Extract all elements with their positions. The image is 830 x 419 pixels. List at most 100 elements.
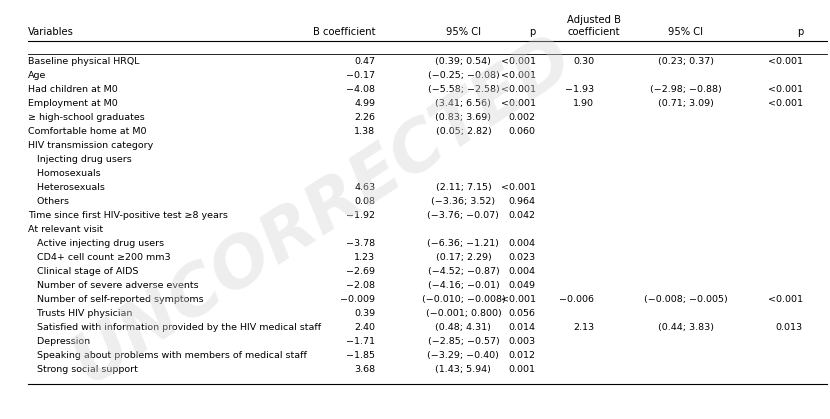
Text: Had children at M0: Had children at M0 bbox=[27, 85, 117, 94]
Text: 0.060: 0.060 bbox=[509, 127, 535, 136]
Text: Employment at M0: Employment at M0 bbox=[27, 99, 117, 108]
Text: Active injecting drug users: Active injecting drug users bbox=[27, 239, 164, 248]
Text: 1.90: 1.90 bbox=[574, 99, 594, 108]
Text: (3.41; 6.56): (3.41; 6.56) bbox=[436, 99, 491, 108]
Text: <0.001: <0.001 bbox=[768, 295, 803, 304]
Text: −1.92: −1.92 bbox=[346, 211, 375, 220]
Text: (0.17; 2.29): (0.17; 2.29) bbox=[436, 253, 491, 262]
Text: Comfortable home at M0: Comfortable home at M0 bbox=[27, 127, 146, 136]
Text: UNCORRECTED: UNCORRECTED bbox=[61, 23, 586, 397]
Text: (0.23; 0.37): (0.23; 0.37) bbox=[657, 57, 714, 66]
Text: 2.13: 2.13 bbox=[574, 323, 594, 332]
Text: (0.39; 0.54): (0.39; 0.54) bbox=[436, 57, 491, 66]
Text: −1.85: −1.85 bbox=[346, 351, 375, 360]
Text: 0.47: 0.47 bbox=[354, 57, 375, 66]
Text: 0.049: 0.049 bbox=[509, 281, 535, 290]
Text: <0.001: <0.001 bbox=[768, 99, 803, 108]
Text: 0.39: 0.39 bbox=[354, 309, 375, 318]
Text: <0.001: <0.001 bbox=[500, 71, 535, 80]
Text: Injecting drug users: Injecting drug users bbox=[27, 155, 131, 164]
Text: (1.43; 5.94): (1.43; 5.94) bbox=[436, 365, 491, 374]
Text: 0.012: 0.012 bbox=[509, 351, 535, 360]
Text: (−3.76; −0.07): (−3.76; −0.07) bbox=[427, 211, 500, 220]
Text: (0.05; 2.82): (0.05; 2.82) bbox=[436, 127, 491, 136]
Text: (−5.58; −2.58): (−5.58; −2.58) bbox=[427, 85, 500, 94]
Text: 1.23: 1.23 bbox=[354, 253, 375, 262]
Text: (2.11; 7.15): (2.11; 7.15) bbox=[436, 183, 491, 192]
Text: Depression: Depression bbox=[27, 337, 90, 346]
Text: 0.056: 0.056 bbox=[509, 309, 535, 318]
Text: Speaking about problems with members of medical staff: Speaking about problems with members of … bbox=[27, 351, 306, 360]
Text: 4.63: 4.63 bbox=[354, 183, 375, 192]
Text: 1.38: 1.38 bbox=[354, 127, 375, 136]
Text: p: p bbox=[797, 27, 803, 37]
Text: 0.001: 0.001 bbox=[509, 365, 535, 374]
Text: Clinical stage of AIDS: Clinical stage of AIDS bbox=[27, 267, 138, 276]
Text: 2.26: 2.26 bbox=[354, 113, 375, 122]
Text: 95% CI: 95% CI bbox=[668, 27, 703, 37]
Text: <0.001: <0.001 bbox=[768, 85, 803, 94]
Text: −2.69: −2.69 bbox=[346, 267, 375, 276]
Text: (−6.36; −1.21): (−6.36; −1.21) bbox=[427, 239, 500, 248]
Text: <0.001: <0.001 bbox=[768, 57, 803, 66]
Text: (−0.008; −0.005): (−0.008; −0.005) bbox=[644, 295, 728, 304]
Text: (−4.16; −0.01): (−4.16; −0.01) bbox=[427, 281, 500, 290]
Text: 2.40: 2.40 bbox=[354, 323, 375, 332]
Text: −2.08: −2.08 bbox=[346, 281, 375, 290]
Text: coefficient: coefficient bbox=[568, 27, 621, 37]
Text: 0.042: 0.042 bbox=[509, 211, 535, 220]
Text: (−2.98; −0.88): (−2.98; −0.88) bbox=[650, 85, 721, 94]
Text: −0.006: −0.006 bbox=[559, 295, 594, 304]
Text: (−2.85; −0.57): (−2.85; −0.57) bbox=[427, 337, 500, 346]
Text: At relevant visit: At relevant visit bbox=[27, 225, 103, 234]
Text: 0.964: 0.964 bbox=[509, 197, 535, 206]
Text: −1.71: −1.71 bbox=[346, 337, 375, 346]
Text: (−4.52; −0.87): (−4.52; −0.87) bbox=[427, 267, 500, 276]
Text: Others: Others bbox=[27, 197, 69, 206]
Text: (−3.29; −0.40): (−3.29; −0.40) bbox=[427, 351, 500, 360]
Text: Time since first HIV-positive test ≥8 years: Time since first HIV-positive test ≥8 ye… bbox=[27, 211, 227, 220]
Text: CD4+ cell count ≥200 mm3: CD4+ cell count ≥200 mm3 bbox=[27, 253, 170, 262]
Text: Number of self-reported symptoms: Number of self-reported symptoms bbox=[27, 295, 203, 304]
Text: <0.001: <0.001 bbox=[500, 183, 535, 192]
Text: −3.78: −3.78 bbox=[346, 239, 375, 248]
Text: p: p bbox=[530, 27, 535, 37]
Text: (−0.010; −0.008): (−0.010; −0.008) bbox=[422, 295, 505, 304]
Text: Homosexuals: Homosexuals bbox=[27, 169, 100, 178]
Text: <0.001: <0.001 bbox=[500, 99, 535, 108]
Text: −1.93: −1.93 bbox=[565, 85, 594, 94]
Text: HIV transmission category: HIV transmission category bbox=[27, 141, 153, 150]
Text: 0.013: 0.013 bbox=[776, 323, 803, 332]
Text: 0.002: 0.002 bbox=[509, 113, 535, 122]
Text: (−0.001; 0.800): (−0.001; 0.800) bbox=[426, 309, 501, 318]
Text: <0.001: <0.001 bbox=[500, 57, 535, 66]
Text: 0.014: 0.014 bbox=[509, 323, 535, 332]
Text: 95% CI: 95% CI bbox=[446, 27, 481, 37]
Text: Adjusted B: Adjusted B bbox=[567, 15, 621, 25]
Text: −0.009: −0.009 bbox=[340, 295, 375, 304]
Text: (0.71; 3.09): (0.71; 3.09) bbox=[658, 99, 714, 108]
Text: Number of severe adverse events: Number of severe adverse events bbox=[27, 281, 198, 290]
Text: 3.68: 3.68 bbox=[354, 365, 375, 374]
Text: (−0.25; −0.08): (−0.25; −0.08) bbox=[427, 71, 500, 80]
Text: Trusts HIV physician: Trusts HIV physician bbox=[27, 309, 132, 318]
Text: Variables: Variables bbox=[27, 27, 74, 37]
Text: 0.30: 0.30 bbox=[574, 57, 594, 66]
Text: 0.004: 0.004 bbox=[509, 239, 535, 248]
Text: ≥ high-school graduates: ≥ high-school graduates bbox=[27, 113, 144, 122]
Text: (0.83; 3.69): (0.83; 3.69) bbox=[436, 113, 491, 122]
Text: 0.003: 0.003 bbox=[509, 337, 535, 346]
Text: Age: Age bbox=[27, 71, 46, 80]
Text: Baseline physical HRQL: Baseline physical HRQL bbox=[27, 57, 139, 66]
Text: (−3.36; 3.52): (−3.36; 3.52) bbox=[432, 197, 496, 206]
Text: −4.08: −4.08 bbox=[346, 85, 375, 94]
Text: Satisfied with information provided by the HIV medical staff: Satisfied with information provided by t… bbox=[27, 323, 320, 332]
Text: 0.023: 0.023 bbox=[509, 253, 535, 262]
Text: 0.08: 0.08 bbox=[354, 197, 375, 206]
Text: 0.004: 0.004 bbox=[509, 267, 535, 276]
Text: 4.99: 4.99 bbox=[354, 99, 375, 108]
Text: <0.001: <0.001 bbox=[500, 85, 535, 94]
Text: B coefficient: B coefficient bbox=[313, 27, 375, 37]
Text: (0.48; 4.31): (0.48; 4.31) bbox=[436, 323, 491, 332]
Text: −0.17: −0.17 bbox=[346, 71, 375, 80]
